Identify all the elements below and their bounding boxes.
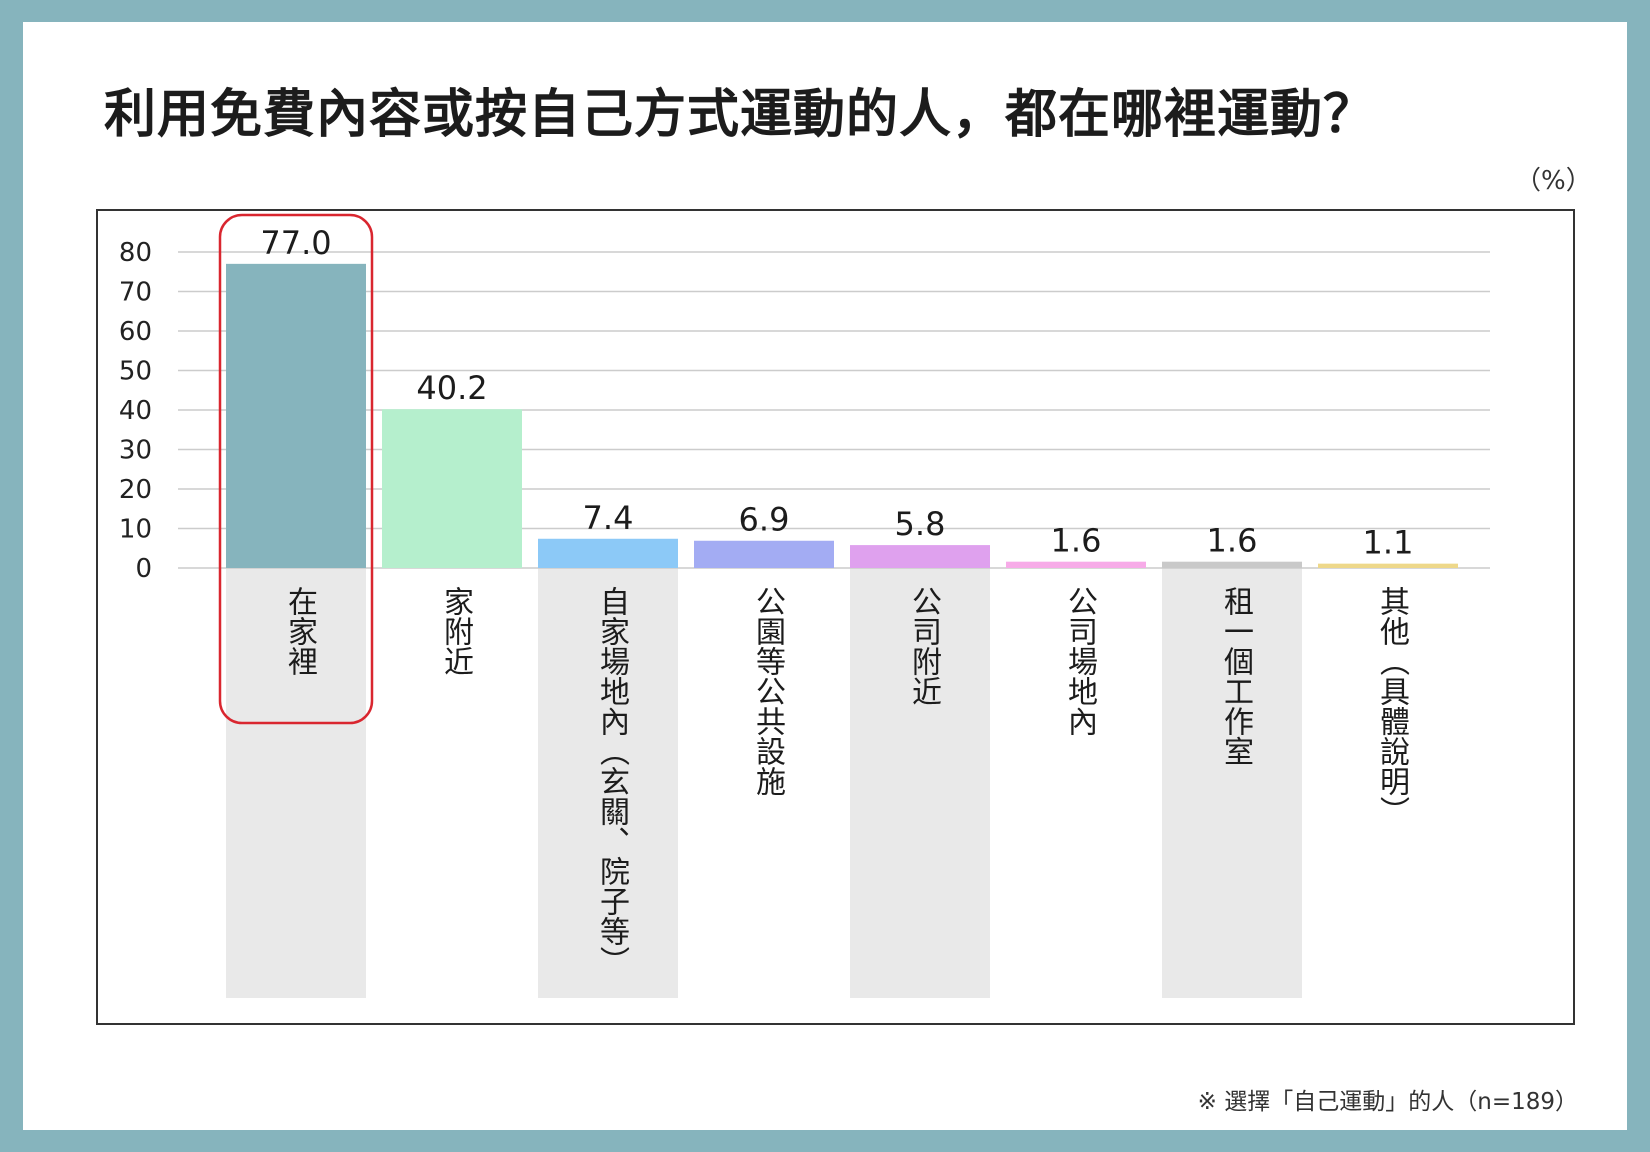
label-band	[1162, 568, 1302, 998]
bar	[1318, 563, 1458, 568]
label-band	[226, 568, 366, 998]
data-label: 40.2	[416, 369, 487, 407]
unit-label: （%）	[1515, 166, 1592, 196]
y-tick-label: 10	[119, 515, 152, 545]
bar	[226, 263, 366, 568]
y-tick-label: 40	[119, 396, 152, 426]
y-tick-label: 80	[119, 238, 152, 268]
bar	[1006, 561, 1146, 568]
y-tick-label: 60	[119, 317, 152, 347]
bar	[538, 538, 678, 568]
data-label: 5.8	[895, 505, 946, 543]
sample-note: ※ 選擇「自己運動」的人（n=189）	[1197, 1089, 1578, 1115]
category-label: 公園等公共設施	[750, 586, 785, 796]
category-label: 租一個工作室	[1218, 586, 1253, 766]
bar	[850, 545, 990, 568]
data-label: 1.1	[1363, 524, 1414, 562]
data-label: 7.4	[583, 499, 634, 537]
data-label: 6.9	[739, 501, 790, 539]
category-label: 家附近	[438, 586, 473, 676]
bar	[694, 540, 834, 568]
label-band	[538, 568, 678, 998]
data-label: 1.6	[1207, 522, 1258, 560]
bar	[1162, 561, 1302, 568]
category-label: 在家裡	[282, 586, 317, 676]
category-label: 公司附近	[906, 586, 941, 706]
y-tick-label: 20	[119, 475, 152, 505]
chart-title: 利用免費內容或按自己方式運動的人，都在哪裡運動？	[104, 85, 1377, 145]
y-tick-label: 0	[135, 554, 152, 584]
highlight-outline	[218, 213, 374, 725]
bar	[382, 409, 522, 568]
category-label: 公司場地內	[1062, 586, 1097, 736]
category-label: 自家場地內（玄關、院子等）	[594, 586, 629, 976]
y-tick-label: 30	[119, 436, 152, 466]
category-label: 其他（具體說明）	[1374, 586, 1409, 826]
label-band	[850, 568, 990, 998]
y-tick-label: 50	[119, 357, 152, 387]
data-label: 1.6	[1051, 522, 1102, 560]
data-label: 77.0	[260, 224, 331, 262]
y-tick-label: 70	[119, 278, 152, 308]
